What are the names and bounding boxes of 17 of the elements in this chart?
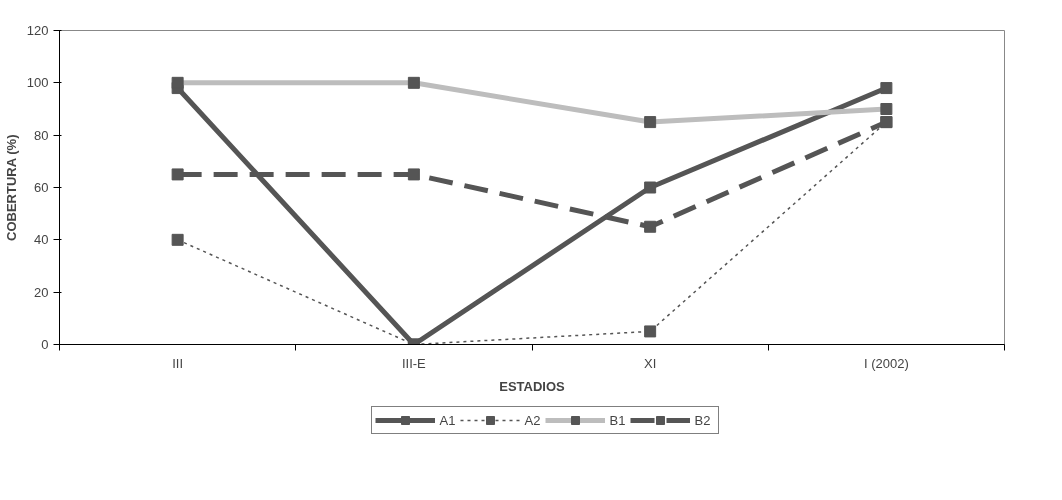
x-axis-title: ESTADIOS: [499, 378, 566, 394]
x-tick-label: III-E: [401, 355, 427, 371]
y-tick-label: 40: [34, 232, 49, 248]
y-tick-label: 120: [26, 23, 49, 38]
y-tick-label: 100: [26, 75, 49, 91]
y-tick-label: 60: [34, 180, 49, 195]
y-tick-label: 80: [34, 127, 49, 143]
legend-label: A1: [439, 412, 457, 428]
y-axis-title: COBERTURA (%): [3, 134, 19, 241]
y-tick-label: 0: [41, 337, 49, 352]
x-tick-label: XI: [643, 355, 657, 371]
x-tick-label: III: [172, 355, 184, 371]
legend-label: B2: [694, 412, 712, 428]
y-tick-label: 20: [34, 284, 49, 300]
legend-label: B1: [609, 412, 627, 428]
x-tick-label: I (2002): [863, 355, 909, 371]
legend-label: A2: [524, 412, 542, 428]
